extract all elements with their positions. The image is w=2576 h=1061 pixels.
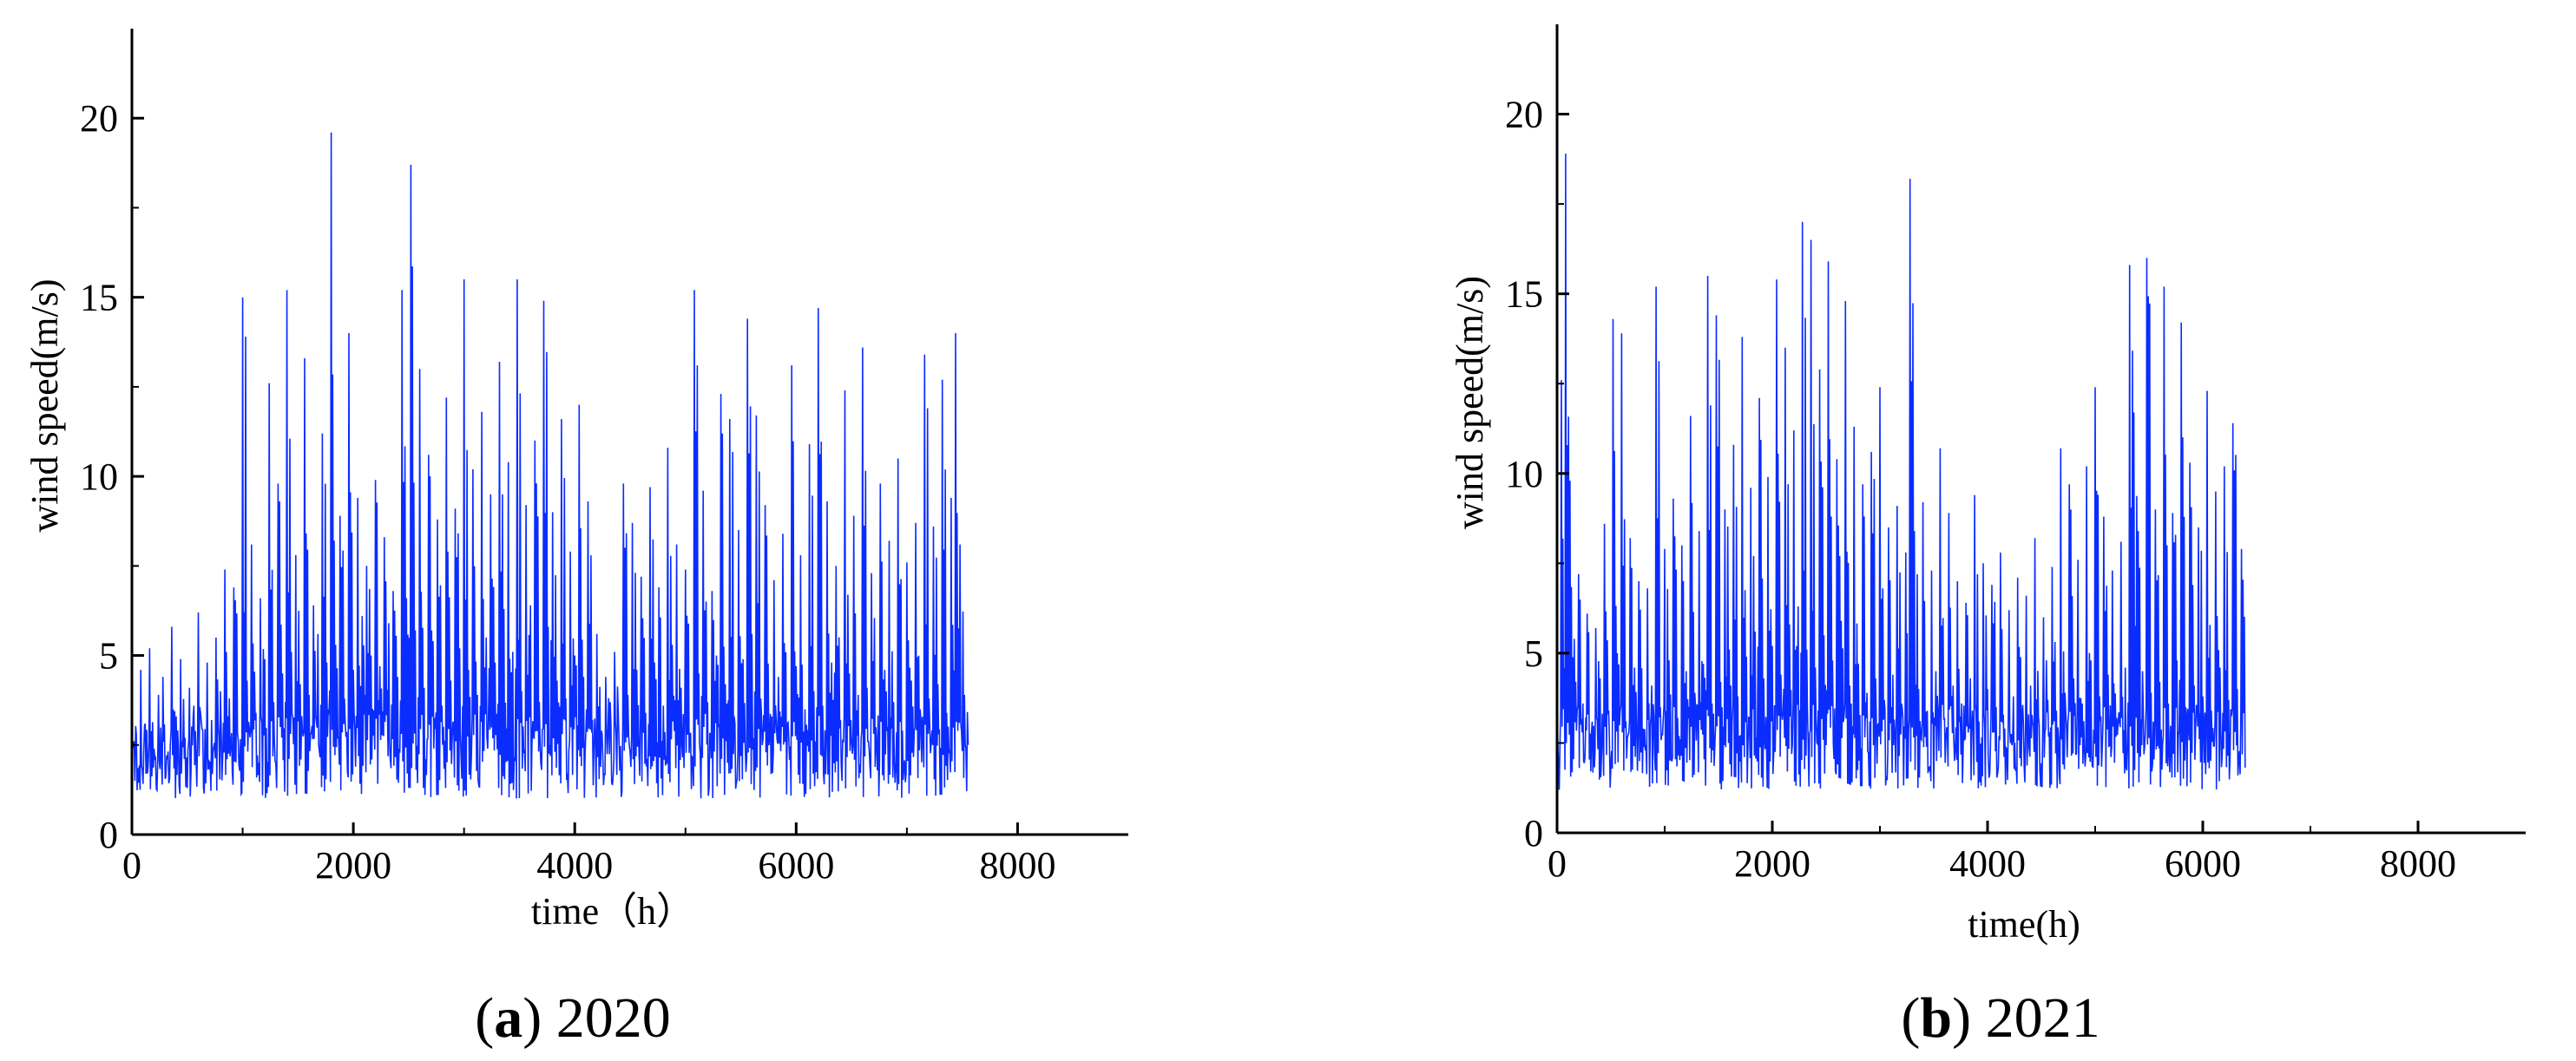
x-tick-label-a-0: 0 <box>122 844 141 887</box>
y-tick-label-a-20: 20 <box>80 97 118 140</box>
y-tick-label-b-20: 20 <box>1505 94 1543 136</box>
y-tick-label-b-5: 5 <box>1524 632 1543 675</box>
x-tick-label-b-0: 0 <box>1548 842 1567 885</box>
x-tick-label-a-2000: 2000 <box>315 844 391 887</box>
panel-caption-a: (a) 2020 <box>475 986 670 1050</box>
panel-letter-b: b <box>1920 986 1952 1050</box>
panel-caption-b: (b) 2021 <box>1901 986 2100 1050</box>
panel-b-2021: 0 5 10 15 20 0 2000 4000 6000 8000 time(h) wind spe… <box>1449 24 2526 1050</box>
x-tick-label-a-6000: 6000 <box>758 844 834 887</box>
series-line-b <box>1556 154 2246 790</box>
y-tick-label-a-10: 10 <box>80 455 118 498</box>
x-tick-label-b-8000: 8000 <box>2380 842 2456 885</box>
panel-year-a: ) 2020 <box>522 986 670 1050</box>
panel-a-2020: 0 5 10 15 20 0 2000 4000 6000 8000 time（h） wind spe… <box>23 29 1128 1050</box>
x-axis-label-a: time（h） <box>531 890 694 933</box>
y-axis-label-b: wind speed(m/s) <box>1449 276 1491 529</box>
panel-letter-a: a <box>494 986 522 1050</box>
x-tick-label-a-8000: 8000 <box>979 844 1055 887</box>
series-line-a <box>131 132 969 799</box>
x-tick-label-b-4000: 4000 <box>1949 842 2026 885</box>
y-tick-label-a-15: 15 <box>80 277 118 319</box>
y-tick-label-b-0: 0 <box>1524 812 1543 855</box>
y-tick-label-b-10: 10 <box>1505 453 1543 495</box>
x-axis-label-b: time(h) <box>1968 903 2080 946</box>
panel-year-b: ) 2021 <box>1952 986 2100 1050</box>
y-axis-label-a: wind speed(m/s) <box>23 278 66 532</box>
y-tick-label-b-15: 15 <box>1505 273 1543 316</box>
y-tick-label-a-5: 5 <box>99 635 118 678</box>
x-tick-label-a-4000: 4000 <box>536 844 613 887</box>
x-tick-label-b-2000: 2000 <box>1734 842 1810 885</box>
y-tick-label-a-0: 0 <box>99 814 118 856</box>
x-tick-label-b-6000: 6000 <box>2165 842 2241 885</box>
